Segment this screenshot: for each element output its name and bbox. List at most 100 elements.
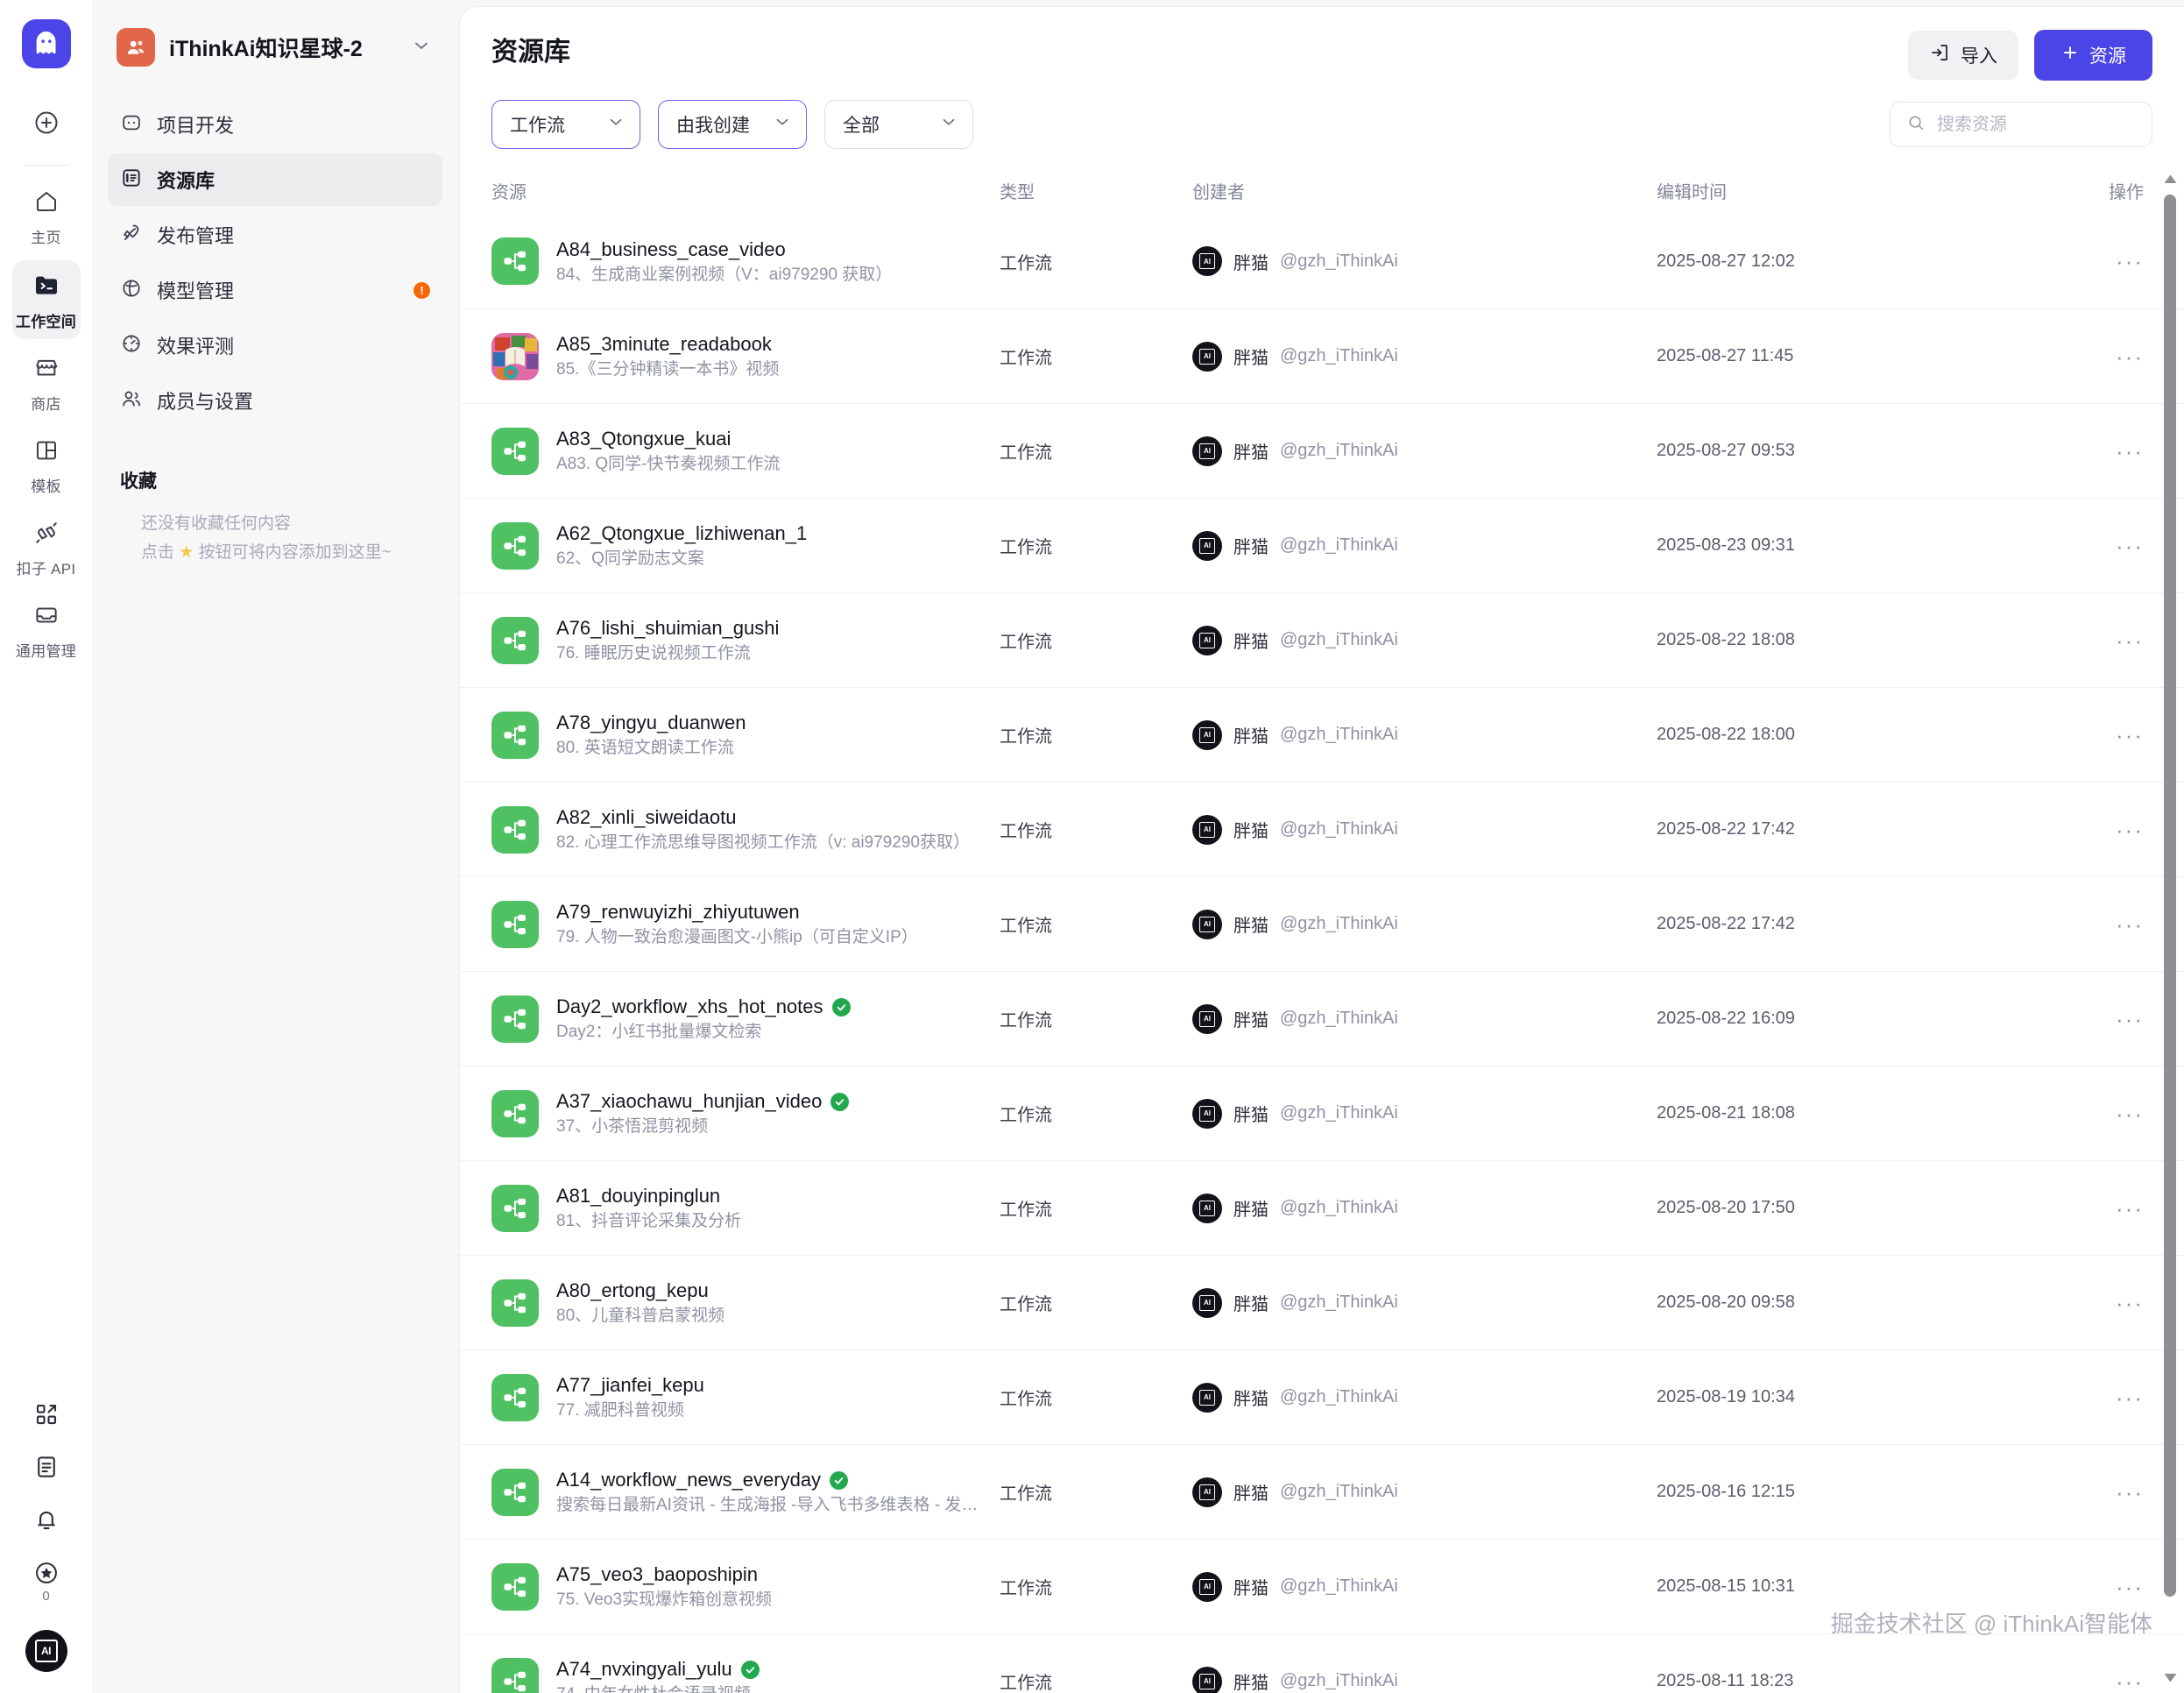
row-more-actions-button[interactable]: ··· (2116, 343, 2144, 370)
sidebar-item-model-mgmt[interactable]: 模型管理 ! (108, 264, 442, 316)
edited-time: 2025-08-20 17:50 (1657, 1198, 1795, 1217)
row-more-actions-button[interactable]: ··· (2116, 1100, 2144, 1127)
row-more-actions-button[interactable]: ··· (2116, 248, 2144, 274)
column-header-resource: 资源 (491, 182, 527, 202)
scrollbar-thumb[interactable] (2164, 195, 2176, 1597)
table-header-row: 资源 类型 创建者 编辑时间 操作 (460, 166, 2184, 214)
resource-name: A81_douyinpinglun (556, 1185, 741, 1208)
favorites-empty-line2: 点击 ★ 按钮可将内容添加到这里~ (141, 538, 442, 567)
bell-icon[interactable] (33, 1506, 60, 1533)
table-row[interactable]: A82_xinli_siweidaotu 82. 心理工作流思维导图视频工作流（v… (460, 782, 2184, 876)
row-more-actions-button[interactable]: ··· (2116, 1005, 2144, 1032)
workspace-switcher[interactable]: iThinkAi知识星球-2 (108, 19, 442, 75)
rail-item-label: 通用管理 (15, 643, 77, 660)
type-filter-select[interactable]: 工作流 (491, 100, 640, 149)
sidebar-item-resource-library[interactable]: 资源库 (108, 153, 442, 206)
row-more-actions-button[interactable]: ··· (2116, 1194, 2144, 1222)
creator-name: 胖猫 (1233, 1295, 1269, 1314)
resource-table: 资源 类型 创建者 编辑时间 操作 A84_business_case_vide… (460, 166, 2184, 1693)
resource-type: 工作流 (1000, 727, 1052, 747)
edited-time: 2025-08-22 18:08 (1657, 630, 1795, 649)
creator-filter-value: 由我创建 (676, 116, 750, 136)
table-row[interactable]: A37_xiaochawu_hunjian_video 37、小茶悟混剪视频 工作流… (460, 1066, 2184, 1160)
rail-item-store[interactable]: 商店 (12, 344, 81, 421)
edited-time: 2025-08-22 18:00 (1657, 725, 1795, 744)
table-row[interactable]: A81_douyinpinglun 81、抖音评论采集及分析 工作流 AI 胖猫 @gzh… (460, 1160, 2184, 1255)
rail-item-workspace[interactable]: 工作空间 (11, 260, 81, 339)
apps-grid-arrow-icon[interactable] (33, 1401, 60, 1427)
creator-avatar: AI (1192, 1666, 1222, 1693)
creator-cell: AI 胖猫 @gzh_iThinkAi (1192, 909, 1657, 939)
table-row[interactable]: Day2_workflow_xhs_hot_notes Day2：小红书批量爆文检… (460, 971, 2184, 1066)
sidebar-item-publish-mgmt[interactable]: 发布管理 (108, 209, 442, 261)
resource-text: A76_lishi_shuimian_gushi 76. 睡眠历史说视频工作流 (556, 617, 779, 663)
rail-item-coze-api[interactable]: 扣子 API (12, 509, 81, 586)
resource-text: A62_Qtongxue_lizhiwenan_1 62、Q同学励志文案 (556, 522, 807, 569)
resource-cell: A83_Qtongxue_kuai A83. Q同学-快节奏视频工作流 (491, 427, 1000, 475)
table-row[interactable]: A85_3minute_readabook 85.《三分钟精读一本书》视频 工作流 A… (460, 308, 2184, 403)
scope-filter-select[interactable]: 全部 (824, 100, 973, 149)
chevron-down-icon (939, 112, 958, 137)
avatar[interactable]: AI (25, 1630, 67, 1672)
row-more-actions-button[interactable]: ··· (2116, 910, 2144, 938)
row-more-actions-button[interactable]: ··· (2116, 1573, 2144, 1600)
sidebar-item-members-settings[interactable]: 成员与设置 (108, 374, 442, 427)
row-more-actions-button[interactable]: ··· (2116, 1478, 2144, 1505)
resource-name-text: A82_xinli_siweidaotu (556, 806, 737, 828)
row-more-actions-button[interactable]: ··· (2116, 1668, 2144, 1693)
table-row[interactable]: A77_jianfei_kepu 77. 减肥科普视频 工作流 AI 胖猫 @gzh_iT… (460, 1349, 2184, 1444)
sidebar-item-evaluation[interactable]: 效果评测 (108, 319, 442, 372)
star-circle-icon[interactable]: 0 (32, 1559, 60, 1604)
table-row[interactable]: A79_renwuyizhi_zhiyutuwen 79. 人物一致治愈漫画图文-… (460, 876, 2184, 971)
resource-text: A83_Qtongxue_kuai A83. Q同学-快节奏视频工作流 (556, 428, 780, 474)
rail-item-label: 主页 (31, 230, 61, 246)
table-row[interactable]: A80_ertong_kepu 80、儿童科普启蒙视频 工作流 AI 胖猫 @gzh_iT… (460, 1255, 2184, 1349)
resource-description: 76. 睡眠历史说视频工作流 (556, 644, 751, 662)
row-more-actions-button[interactable]: ··· (2116, 437, 2144, 464)
scroll-up-icon[interactable] (2163, 174, 2178, 189)
creator-avatar: AI (1192, 1287, 1222, 1318)
table-row[interactable]: A76_lishi_shuimian_gushi 76. 睡眠历史说视频工作流 工作… (460, 592, 2184, 687)
edited-time: 2025-08-22 17:42 (1657, 819, 1795, 839)
chevron-down-icon[interactable] (411, 35, 432, 60)
import-button[interactable]: 导入 (1908, 31, 2018, 80)
row-more-actions-button[interactable]: ··· (2116, 816, 2144, 843)
table-row[interactable]: A75_veo3_baoposhipin 75. Veo3实现爆炸箱创意视频 工作流… (460, 1539, 2184, 1633)
rail-item-home[interactable]: 主页 (12, 178, 81, 255)
create-resource-button[interactable]: 资源 (2034, 30, 2152, 81)
ghost-logo-icon[interactable] (21, 19, 71, 68)
add-button[interactable] (27, 103, 66, 142)
search-box[interactable] (1890, 102, 2152, 147)
creator-handle: @gzh_iThinkAi (1280, 1576, 1398, 1596)
table-row[interactable]: A14_workflow_news_everyday 搜索每日最新AI资讯 - 生… (460, 1444, 2184, 1539)
row-more-actions-button[interactable]: ··· (2116, 532, 2144, 559)
resource-type: 工作流 (1000, 1011, 1052, 1031)
edited-time: 2025-08-16 12:15 (1657, 1482, 1795, 1501)
table-row[interactable]: A83_Qtongxue_kuai A83. Q同学-快节奏视频工作流 工作流 AI 胖… (460, 403, 2184, 498)
resource-text: A37_xiaochawu_hunjian_video 37、小茶悟混剪视频 (556, 1090, 850, 1137)
document-icon[interactable] (33, 1454, 60, 1480)
scrollbar[interactable] (2161, 166, 2179, 1693)
resource-name: A78_yingyu_duanwen (556, 712, 746, 734)
table-row[interactable]: A78_yingyu_duanwen 80. 英语短文朗读工作流 工作流 AI 胖猫 @g… (460, 687, 2184, 782)
sidebar-item-project-dev[interactable]: 项目开发 (108, 98, 442, 151)
creator-filter-select[interactable]: 由我创建 (658, 100, 807, 149)
table-row[interactable]: A84_business_case_video 84、生成商业案例视频（V：ai9… (460, 214, 2184, 308)
rail-item-general-admin[interactable]: 通用管理 (12, 591, 81, 669)
edited-time: 2025-08-11 18:23 (1657, 1671, 1794, 1690)
scroll-down-icon[interactable] (2163, 1672, 2178, 1688)
row-more-actions-button[interactable]: ··· (2116, 627, 2144, 654)
row-more-actions-button[interactable]: ··· (2116, 1289, 2144, 1316)
table-row[interactable]: A74_nvxingyali_yulu 74. 中年女性杜会语录视频 工作流 AI 胖猫… (460, 1633, 2184, 1693)
search-input[interactable] (1937, 114, 2136, 135)
creator-handle: @gzh_iThinkAi (1280, 535, 1398, 555)
table-row[interactable]: A62_Qtongxue_lizhiwenan_1 62、Q同学励志文案 工作流 AI… (460, 498, 2184, 592)
creator-name: 胖猫 (1233, 253, 1269, 273)
row-more-actions-button[interactable]: ··· (2116, 721, 2144, 748)
edited-time: 2025-08-22 17:42 (1657, 914, 1795, 933)
row-more-actions-button[interactable]: ··· (2116, 1384, 2144, 1411)
creator-name: 胖猫 (1233, 822, 1269, 841)
resource-cell: A80_ertong_kepu 80、儿童科普启蒙视频 (491, 1279, 1000, 1327)
rail-item-templates[interactable]: 模板 (12, 427, 81, 504)
resource-name-text: A81_douyinpinglun (556, 1185, 721, 1207)
